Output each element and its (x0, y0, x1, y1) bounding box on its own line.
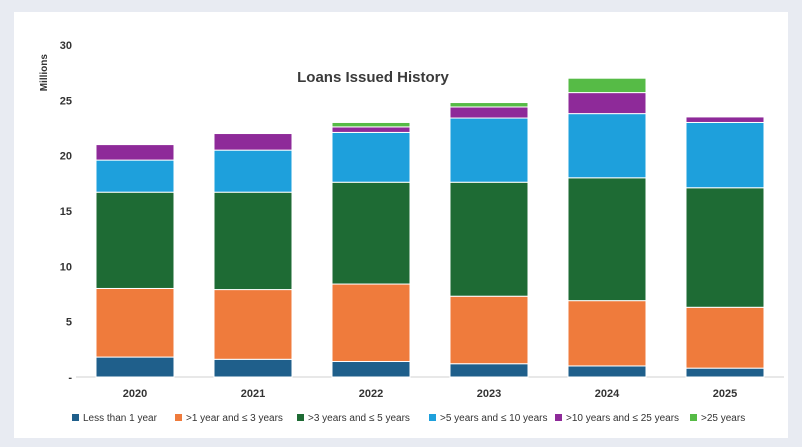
bar-segment (95, 144, 175, 161)
legend-swatch (175, 414, 182, 421)
x-tick-label: 2023 (477, 388, 501, 400)
chart-title: Loans Issued History (297, 69, 449, 86)
legend-item: >10 years and ≤ 25 years (555, 413, 679, 424)
legend-swatch (297, 414, 304, 421)
bar-segment (449, 181, 529, 297)
legend-item: >5 years and ≤ 10 years (429, 413, 548, 424)
bar-segment (95, 191, 175, 289)
bar-segment (213, 191, 293, 291)
bar-segment (331, 121, 411, 128)
bar-segment (567, 365, 647, 378)
legend-swatch (555, 414, 562, 421)
bar-segment (567, 177, 647, 302)
bar-segment (685, 116, 765, 123)
x-tick-label: 2022 (359, 388, 383, 400)
bar-segment (331, 181, 411, 285)
legend-item: >1 year and ≤ 3 years (175, 413, 283, 424)
bar-segment (331, 283, 411, 363)
chart-frame: Millions -5 10 15 20 25 30 2020 2021 2022 2023 20… (14, 12, 788, 438)
y-tick-label: 10 (60, 261, 72, 273)
bar-segment (685, 187, 765, 308)
bar-stack-2024 (567, 77, 647, 378)
bar-stack-2020 (95, 144, 175, 378)
y-tick-labels: - 5 10 15 20 25 30 (60, 40, 73, 384)
legend-label: >10 years and ≤ 25 years (566, 413, 679, 424)
legend-swatch (429, 414, 436, 421)
bar-segment (567, 113, 647, 179)
bar-segment (567, 300, 647, 367)
bar-segment (685, 121, 765, 189)
legend-label: Less than 1 year (83, 413, 158, 424)
bar-segment (95, 356, 175, 378)
legend-item: >3 years and ≤ 5 years (297, 413, 410, 424)
bar-segment (449, 106, 529, 119)
bar-segment (331, 131, 411, 183)
bars (95, 77, 765, 378)
legend-label: >1 year and ≤ 3 years (186, 413, 283, 424)
bar-segment (213, 289, 293, 360)
bar-segment (449, 295, 529, 365)
y-tick-label: 20 (60, 151, 72, 163)
bar-segment (95, 159, 175, 193)
legend-swatch (72, 414, 79, 421)
bar-segment (685, 367, 765, 378)
bar-segment (331, 126, 411, 133)
bar-stack-2021 (213, 133, 293, 378)
y-tick-label: 5 (66, 317, 72, 329)
bar-stack-2022 (331, 121, 411, 378)
y-axis-label-group: Millions (39, 54, 50, 92)
bar-stack-2025 (685, 116, 765, 378)
legend-label: >3 years and ≤ 5 years (308, 413, 410, 424)
bar-segment (213, 149, 293, 193)
legend-label: >5 years and ≤ 10 years (440, 413, 548, 424)
x-tick-label: 2024 (595, 388, 620, 400)
legend-label: >25 years (701, 413, 745, 424)
legend-item: >25 years (690, 413, 745, 424)
bar-segment (685, 306, 765, 369)
y-tick-label: 30 (60, 40, 72, 52)
bar-segment (567, 77, 647, 94)
x-tick-labels: 2020 2021 2022 2023 2024 2025 (123, 388, 737, 400)
x-tick-label: 2021 (241, 388, 265, 400)
bar-segment (95, 287, 175, 358)
y-tick-label: 15 (60, 206, 72, 218)
bar-segment (449, 363, 529, 378)
legend-swatch (690, 414, 697, 421)
bar-segment (449, 117, 529, 183)
y-tick-label: 25 (60, 95, 72, 107)
bar-segment (213, 133, 293, 151)
bar-segment (213, 358, 293, 378)
y-axis-label: Millions (39, 54, 50, 92)
bar-segment (331, 361, 411, 378)
legend-item: Less than 1 year (72, 413, 158, 424)
bar-stack-2023 (449, 102, 529, 378)
bar-segment (449, 102, 529, 108)
y-tick-label: - (68, 372, 72, 384)
x-tick-label: 2025 (713, 388, 737, 400)
bar-segment (567, 92, 647, 115)
legend: Less than 1 year >1 year and ≤ 3 years >3 … (72, 413, 745, 424)
x-tick-label: 2020 (123, 388, 147, 400)
